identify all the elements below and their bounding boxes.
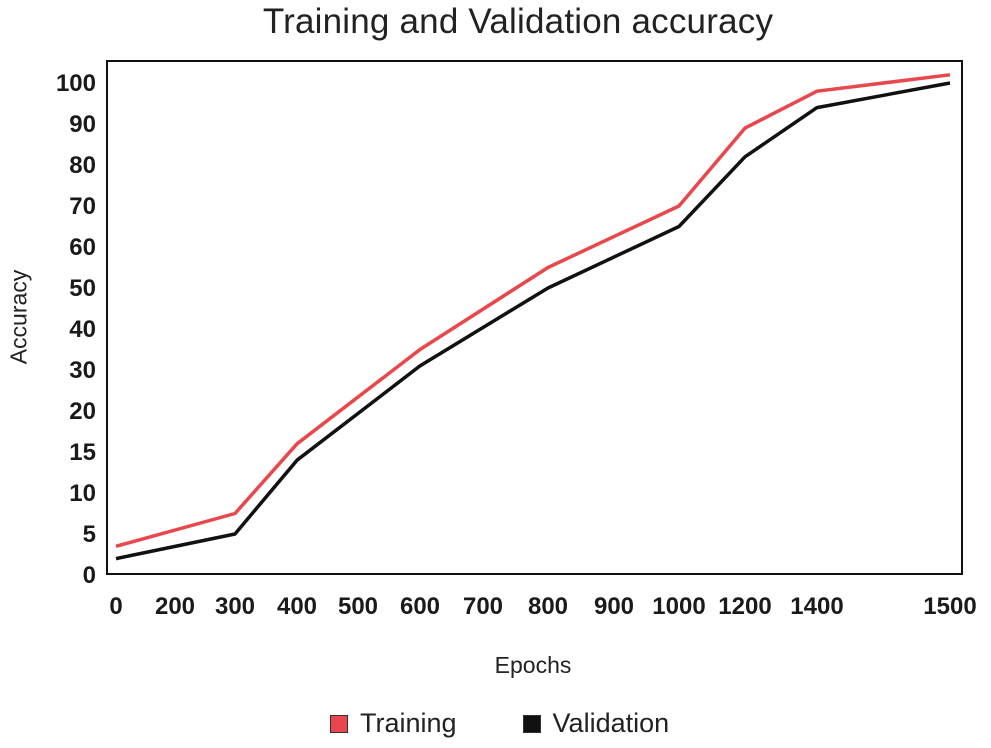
y-axis-label: Accuracy bbox=[5, 269, 32, 365]
plot-area bbox=[106, 60, 963, 575]
chart-title: Training and Validation accuracy bbox=[262, 2, 774, 41]
x-tick-label: 900 bbox=[594, 593, 634, 620]
legend-swatch-training bbox=[330, 714, 348, 733]
x-tick-label: 600 bbox=[400, 593, 440, 620]
y-tick-label: 40 bbox=[69, 316, 96, 343]
legend-label-training: Training bbox=[360, 708, 457, 738]
y-tick-label: 100 bbox=[56, 70, 96, 97]
x-tick-label: 700 bbox=[463, 593, 503, 620]
y-tick-label: 15 bbox=[69, 439, 96, 466]
legend-label-validation: Validation bbox=[552, 708, 670, 738]
y-tick-label: 10 bbox=[69, 480, 96, 507]
series-lines bbox=[115, 73, 951, 561]
x-tick-label: 300 bbox=[215, 593, 255, 620]
x-tick-label: 1200 bbox=[718, 593, 771, 620]
legend-item-validation: Validation bbox=[522, 708, 670, 739]
y-tick-label: 0 bbox=[83, 562, 96, 589]
y-tick-label: 90 bbox=[69, 111, 96, 138]
x-tick-label: 1500 bbox=[923, 593, 976, 620]
legend-swatch-validation bbox=[522, 714, 541, 733]
x-axis-label: Epochs bbox=[494, 652, 572, 678]
y-axis-ticks: 0 5 10 15 20 30 40 50 60 70 80 90 100 bbox=[56, 70, 96, 589]
x-tick-label: 500 bbox=[338, 593, 378, 620]
y-tick-label: 80 bbox=[69, 152, 96, 179]
y-tick-label: 5 bbox=[83, 521, 96, 548]
y-tick-label: 60 bbox=[69, 234, 96, 261]
legend-item-training: Training bbox=[330, 708, 457, 739]
x-axis-ticks: 0 200 300 400 500 600 700 800 900 1000 1200 1400 150… bbox=[109, 593, 976, 620]
y-tick-label: 20 bbox=[69, 398, 96, 425]
x-tick-label: 1400 bbox=[790, 593, 843, 620]
series-line-validation bbox=[115, 81, 951, 561]
x-tick-label: 800 bbox=[528, 593, 568, 620]
x-tick-label: 1000 bbox=[652, 593, 705, 620]
x-tick-label: 200 bbox=[155, 593, 195, 620]
legend: Training Validation bbox=[330, 708, 735, 739]
series-line-training bbox=[115, 73, 951, 548]
x-tick-label: 0 bbox=[109, 593, 122, 620]
y-tick-label: 70 bbox=[69, 193, 96, 220]
y-tick-label: 50 bbox=[69, 275, 96, 302]
y-tick-label: 30 bbox=[69, 357, 96, 384]
x-tick-label: 400 bbox=[277, 593, 317, 620]
